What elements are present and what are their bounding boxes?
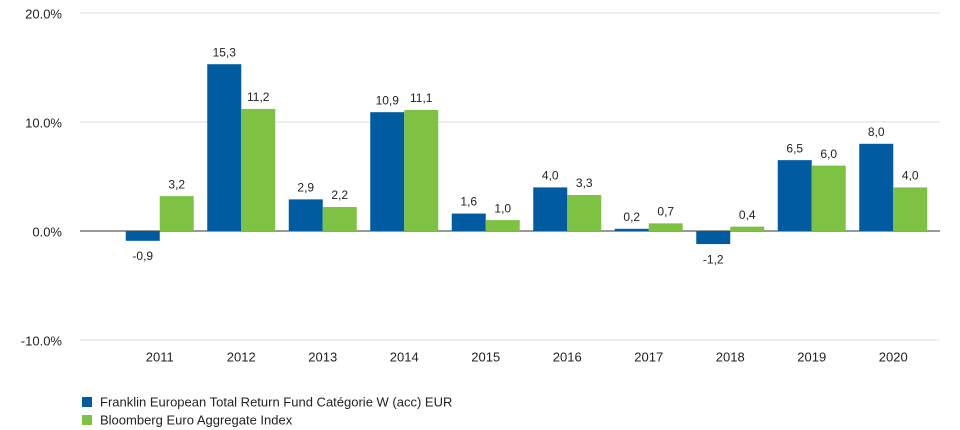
value-label: 10,9 (376, 93, 400, 107)
bar (567, 195, 602, 231)
bar (125, 231, 160, 241)
value-label: 3,2 (168, 177, 185, 191)
x-tick-label: 2011 (146, 349, 174, 364)
value-label: -1,2 (703, 252, 724, 266)
x-tick-label: 2014 (390, 349, 419, 364)
legend-swatch (82, 415, 92, 425)
bar (696, 231, 731, 245)
bar (533, 187, 568, 231)
bar (811, 165, 846, 231)
bar (451, 213, 486, 231)
bar (159, 196, 194, 231)
y-tick-label: 0.0% (32, 224, 62, 239)
x-tick-label: 2020 (879, 349, 908, 364)
x-tick-label: 2018 (716, 349, 745, 364)
value-label: 0,4 (739, 208, 756, 222)
bar (322, 207, 357, 231)
value-label: 0,7 (657, 205, 674, 219)
legend-label: Bloomberg Euro Aggregate Index (100, 412, 293, 427)
value-label: 11,2 (247, 90, 270, 104)
bar (777, 160, 812, 231)
bar (404, 110, 439, 231)
bar (648, 223, 683, 231)
bar (207, 64, 242, 231)
y-tick-label: 20.0% (25, 6, 62, 21)
legend-swatch (82, 397, 92, 407)
x-tick-label: 2016 (553, 349, 582, 364)
bar (730, 226, 765, 231)
legend-label: Franklin European Total Return Fund Caté… (100, 394, 452, 409)
value-label: 6,5 (786, 141, 803, 155)
bar (485, 220, 520, 231)
value-label: 8,0 (868, 125, 885, 139)
value-label: 0,2 (623, 210, 640, 224)
bar (241, 108, 276, 231)
value-label: 3,3 (576, 176, 593, 190)
x-tick-label: 2019 (797, 349, 826, 364)
value-label: 2,2 (331, 188, 348, 202)
x-tick-label: 2017 (634, 349, 663, 364)
bar (859, 143, 894, 231)
value-label: 4,0 (902, 169, 919, 183)
x-tick-label: 2012 (227, 349, 256, 364)
y-tick-label: -10.0% (21, 333, 63, 348)
x-tick-label: 2013 (308, 349, 337, 364)
bar (614, 228, 649, 231)
value-label: 4,0 (542, 169, 559, 183)
value-label: 1,0 (494, 201, 511, 215)
value-label: 1,6 (460, 195, 477, 209)
x-tick-label: 2015 (471, 349, 500, 364)
y-tick-label: 10.0% (25, 115, 62, 130)
value-label: 6,0 (820, 147, 837, 161)
value-label: 11,1 (410, 91, 433, 105)
value-label: -0,9 (132, 249, 153, 263)
value-label: 2,9 (297, 181, 314, 195)
value-label: 15,3 (213, 45, 237, 59)
bar (370, 112, 405, 231)
bar (288, 199, 323, 231)
bar (893, 187, 928, 231)
